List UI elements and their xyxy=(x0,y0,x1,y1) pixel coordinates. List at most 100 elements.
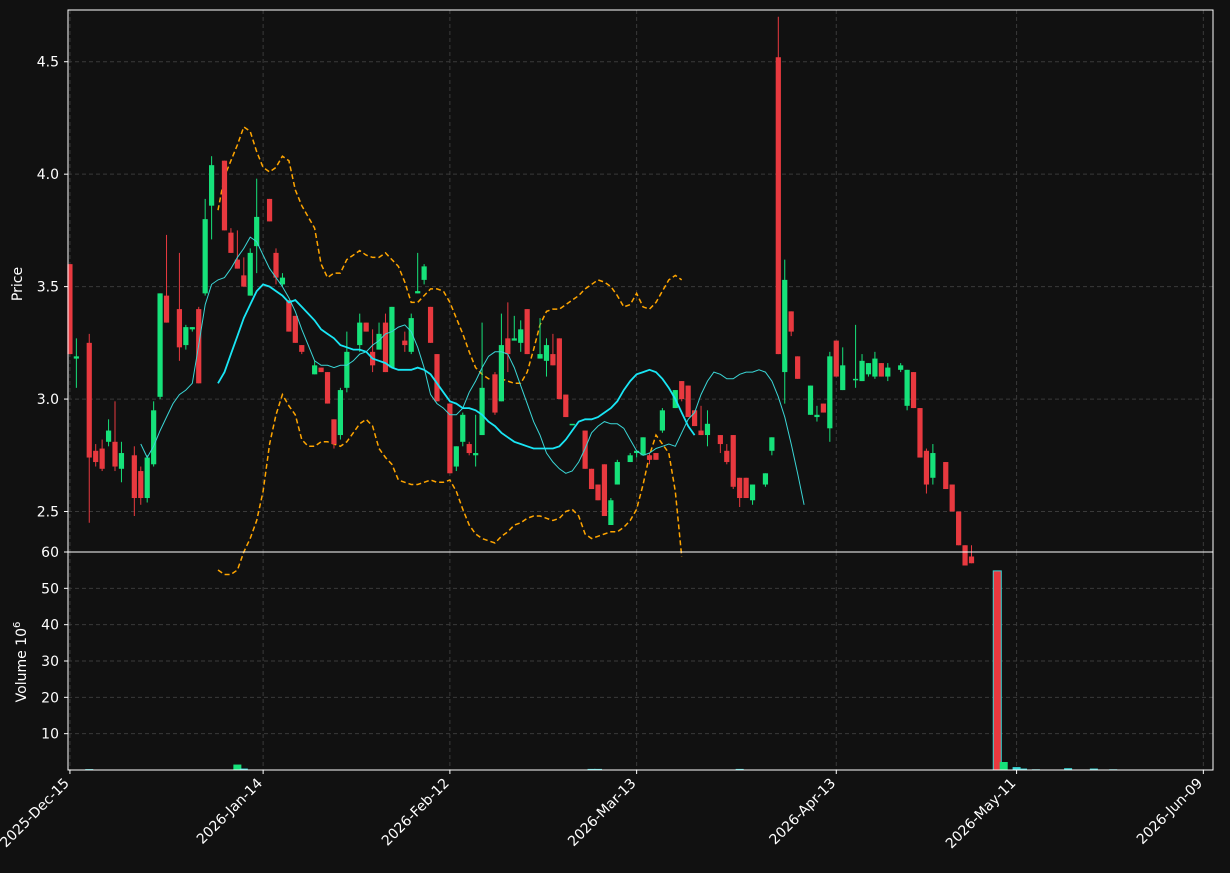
candle xyxy=(872,351,878,379)
candle-body xyxy=(357,322,363,346)
candle-body xyxy=(228,232,234,253)
short-moving-average-line xyxy=(140,236,805,505)
candle xyxy=(640,437,646,456)
candle xyxy=(73,338,79,388)
candle-body xyxy=(859,360,865,382)
candle-body xyxy=(588,468,595,490)
candle xyxy=(917,408,923,458)
candle-body xyxy=(402,340,408,346)
candle xyxy=(189,327,195,332)
candle xyxy=(898,363,904,373)
candle-body xyxy=(67,264,73,355)
candle xyxy=(105,419,112,447)
candle xyxy=(151,401,157,467)
candle-body xyxy=(99,448,105,469)
candle-body xyxy=(453,446,459,467)
candle-body xyxy=(415,291,421,294)
candle-body xyxy=(389,306,395,368)
candle-body xyxy=(144,457,150,499)
price-y-axis-ticks: 2.5 3.0 3.5 4.0 4.5 xyxy=(37,55,68,521)
candle-body xyxy=(634,450,640,454)
candle-body xyxy=(782,279,788,373)
candle-body xyxy=(795,356,801,379)
price-axis-label: Price xyxy=(10,267,26,301)
candle xyxy=(595,484,601,501)
candle xyxy=(421,264,427,285)
candle-body xyxy=(691,410,698,427)
volume-bar xyxy=(593,768,602,770)
candle-body xyxy=(601,464,608,517)
candle xyxy=(292,315,298,343)
candle-body xyxy=(312,365,318,375)
candle-body xyxy=(157,293,163,397)
candle-body xyxy=(73,356,79,359)
candle-body xyxy=(427,306,434,343)
candle-body xyxy=(292,315,298,343)
candle-body xyxy=(737,477,743,499)
candle-body xyxy=(163,295,170,323)
candle xyxy=(163,234,170,323)
candle xyxy=(627,453,633,463)
volume-bar xyxy=(999,762,1008,770)
candle xyxy=(144,455,150,503)
candle-body xyxy=(254,216,260,247)
candle xyxy=(614,459,620,485)
candle-body xyxy=(679,381,685,400)
candle xyxy=(402,331,408,352)
candle xyxy=(209,156,215,240)
candle xyxy=(337,387,344,440)
candle xyxy=(840,347,846,391)
candle-body xyxy=(840,365,846,391)
candle-body xyxy=(627,455,633,463)
candle-body xyxy=(717,435,723,445)
candle xyxy=(511,315,517,341)
candle xyxy=(318,367,324,373)
candle-body xyxy=(460,414,466,442)
candle-body xyxy=(769,437,775,451)
candle xyxy=(228,228,234,253)
candle-body xyxy=(833,340,839,377)
candle-body xyxy=(524,309,530,355)
candle xyxy=(563,394,569,418)
candle xyxy=(968,545,975,564)
candle-body xyxy=(550,354,556,366)
candle-body xyxy=(917,408,923,458)
candle xyxy=(550,333,556,366)
candle-body xyxy=(595,484,601,501)
candle-body xyxy=(852,378,859,381)
candle xyxy=(704,410,711,447)
candle-body xyxy=(878,363,884,377)
candle-body xyxy=(234,259,240,269)
candle xyxy=(653,453,659,460)
lower-band-line xyxy=(217,392,683,576)
candle-body xyxy=(434,354,440,402)
candle-body xyxy=(537,354,543,359)
candle xyxy=(138,466,144,505)
price-tick-label: 3.5 xyxy=(37,280,59,296)
candle-body xyxy=(138,471,144,499)
candle-body xyxy=(582,430,588,469)
candle-body xyxy=(105,430,112,442)
candle-body xyxy=(807,385,814,415)
candle xyxy=(608,498,614,526)
candle-body xyxy=(382,322,389,373)
volume-y-axis-ticks: 10 20 30 40 50 60 xyxy=(41,545,68,743)
candlestick-series xyxy=(67,16,975,566)
candle-body xyxy=(286,300,292,332)
candle-body xyxy=(698,430,704,436)
candle xyxy=(247,248,253,296)
candle xyxy=(949,484,955,512)
candle-body xyxy=(273,252,279,278)
candle-body xyxy=(820,403,826,413)
candle-body xyxy=(209,165,215,206)
candle-body xyxy=(556,338,562,400)
candle-body xyxy=(910,372,917,409)
candle xyxy=(743,477,749,499)
candle xyxy=(118,441,125,483)
candle-body xyxy=(749,484,756,501)
candle xyxy=(524,309,530,355)
candle xyxy=(543,338,550,377)
candle xyxy=(569,423,575,426)
candle-body xyxy=(266,198,273,222)
